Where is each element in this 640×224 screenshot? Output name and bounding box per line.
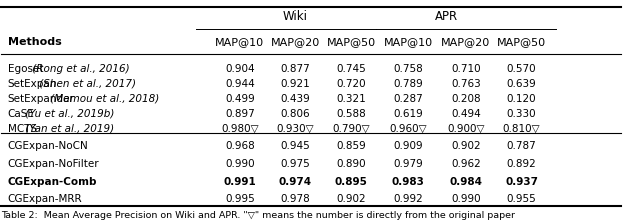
Text: 0.890: 0.890 <box>337 159 366 169</box>
Text: MAP@20: MAP@20 <box>271 37 320 47</box>
Text: 0.960▽: 0.960▽ <box>389 124 427 134</box>
Text: Wiki: Wiki <box>283 10 308 23</box>
Text: 0.787: 0.787 <box>507 141 536 151</box>
Text: CaSE: CaSE <box>8 109 35 119</box>
Text: 0.758: 0.758 <box>394 64 423 74</box>
Text: 0.570: 0.570 <box>507 64 536 74</box>
Text: 0.930▽: 0.930▽ <box>276 124 314 134</box>
Text: 0.892: 0.892 <box>507 159 536 169</box>
Text: 0.992: 0.992 <box>394 194 423 204</box>
Text: CGExpan-NoCN: CGExpan-NoCN <box>8 141 88 151</box>
Text: 0.330: 0.330 <box>507 109 536 119</box>
Text: SetExpan: SetExpan <box>8 79 57 89</box>
Text: (Mamou et al., 2018): (Mamou et al., 2018) <box>47 94 159 104</box>
Text: MAP@50: MAP@50 <box>497 37 546 47</box>
Text: 0.877: 0.877 <box>281 64 310 74</box>
Text: 0.120: 0.120 <box>507 94 536 104</box>
Text: 0.979: 0.979 <box>394 159 423 169</box>
Text: 0.902: 0.902 <box>451 141 481 151</box>
Text: Table 2:  Mean Average Precision on Wiki and APR. "▽" means the number is direct: Table 2: Mean Average Precision on Wiki … <box>1 211 515 220</box>
Text: 0.995: 0.995 <box>225 194 255 204</box>
Text: MAP@10: MAP@10 <box>383 37 433 47</box>
Text: 0.859: 0.859 <box>337 141 366 151</box>
Text: 0.975: 0.975 <box>281 159 310 169</box>
Text: 0.921: 0.921 <box>281 79 310 89</box>
Text: MAP@20: MAP@20 <box>441 37 490 47</box>
Text: 0.208: 0.208 <box>451 94 481 104</box>
Text: 0.978: 0.978 <box>281 194 310 204</box>
Text: 0.900▽: 0.900▽ <box>447 124 484 134</box>
Text: 0.937: 0.937 <box>505 177 538 187</box>
Text: 0.944: 0.944 <box>225 79 255 89</box>
Text: (Yu et al., 2019b): (Yu et al., 2019b) <box>22 109 115 119</box>
Text: 0.321: 0.321 <box>337 94 366 104</box>
Text: 0.499: 0.499 <box>225 94 255 104</box>
Text: 0.810▽: 0.810▽ <box>503 124 540 134</box>
Text: 0.897: 0.897 <box>225 109 255 119</box>
Text: 0.806: 0.806 <box>281 109 310 119</box>
Text: (Yan et al., 2019): (Yan et al., 2019) <box>22 124 114 134</box>
Text: 0.287: 0.287 <box>394 94 423 104</box>
Text: MAP@50: MAP@50 <box>326 37 376 47</box>
Text: MAP@10: MAP@10 <box>215 37 264 47</box>
Text: (Rong et al., 2016): (Rong et al., 2016) <box>29 64 130 74</box>
Text: 0.909: 0.909 <box>394 141 423 151</box>
Text: Methods: Methods <box>8 37 61 47</box>
Text: 0.991: 0.991 <box>223 177 256 187</box>
Text: 0.980▽: 0.980▽ <box>221 124 259 134</box>
Text: 0.790▽: 0.790▽ <box>332 124 370 134</box>
Text: 0.904: 0.904 <box>225 64 255 74</box>
Text: 0.974: 0.974 <box>279 177 312 187</box>
Text: 0.639: 0.639 <box>507 79 536 89</box>
Text: 0.745: 0.745 <box>337 64 366 74</box>
Text: MCTS: MCTS <box>8 124 36 134</box>
Text: 0.983: 0.983 <box>392 177 425 187</box>
Text: 0.955: 0.955 <box>507 194 536 204</box>
Text: 0.968: 0.968 <box>225 141 255 151</box>
Text: CGExpan-Comb: CGExpan-Comb <box>8 177 97 187</box>
Text: 0.789: 0.789 <box>394 79 423 89</box>
Text: 0.763: 0.763 <box>451 79 481 89</box>
Text: SetExpander: SetExpander <box>8 94 74 104</box>
Text: 0.984: 0.984 <box>449 177 483 187</box>
Text: CGExpan-MRR: CGExpan-MRR <box>8 194 82 204</box>
Text: Egoset: Egoset <box>8 64 43 74</box>
Text: 0.990: 0.990 <box>225 159 255 169</box>
Text: 0.588: 0.588 <box>337 109 366 119</box>
Text: 0.494: 0.494 <box>451 109 481 119</box>
Text: 0.945: 0.945 <box>281 141 310 151</box>
Text: 0.720: 0.720 <box>337 79 366 89</box>
Text: CGExpan-NoFilter: CGExpan-NoFilter <box>8 159 99 169</box>
Text: (Shen et al., 2017): (Shen et al., 2017) <box>36 79 136 89</box>
Text: 0.619: 0.619 <box>394 109 423 119</box>
Text: APR: APR <box>435 10 458 23</box>
Text: 0.895: 0.895 <box>335 177 368 187</box>
Text: 0.962: 0.962 <box>451 159 481 169</box>
Text: 0.990: 0.990 <box>451 194 481 204</box>
Text: 0.439: 0.439 <box>281 94 310 104</box>
Text: 0.902: 0.902 <box>337 194 366 204</box>
Text: 0.710: 0.710 <box>451 64 481 74</box>
